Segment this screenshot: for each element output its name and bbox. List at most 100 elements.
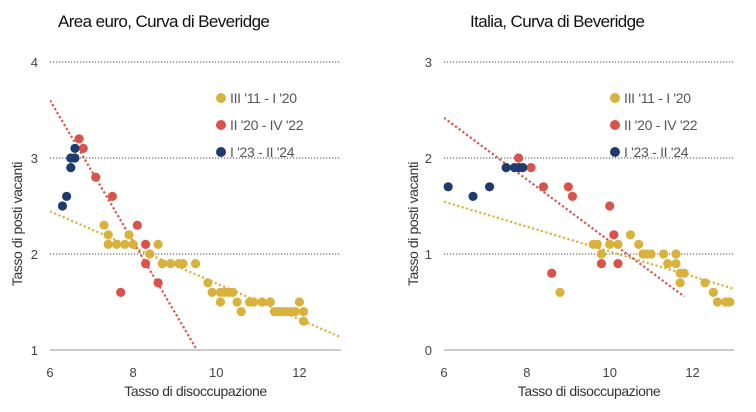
data-point-series-2 bbox=[513, 153, 524, 163]
data-point-series-1 bbox=[215, 297, 226, 307]
data-point-series-2 bbox=[153, 278, 163, 288]
data-point-series-1 bbox=[555, 287, 565, 297]
legend-marker-series-3 bbox=[610, 147, 620, 157]
data-point-series-1 bbox=[663, 259, 673, 269]
x-tick-label: 12 bbox=[292, 365, 306, 380]
data-point-series-1 bbox=[298, 307, 309, 317]
data-point-series-2 bbox=[74, 134, 84, 144]
y-axis-label: Tasso di posti vacanti bbox=[9, 162, 25, 287]
y-tick-label: 1 bbox=[31, 343, 38, 358]
y-tick-label: 0 bbox=[425, 343, 432, 358]
y-tick-label: 4 bbox=[31, 55, 38, 70]
data-point-series-2 bbox=[116, 287, 126, 297]
data-point-series-2 bbox=[107, 191, 117, 201]
data-point-series-3 bbox=[518, 163, 528, 173]
data-point-series-3 bbox=[70, 143, 80, 153]
x-tick-label: 10 bbox=[602, 365, 616, 380]
data-point-series-1 bbox=[625, 230, 636, 240]
data-point-series-1 bbox=[232, 297, 242, 307]
data-point-series-1 bbox=[128, 239, 138, 249]
data-point-series-1 bbox=[124, 230, 134, 240]
y-axis-label: Tasso di posti vacanti bbox=[405, 162, 421, 287]
data-point-series-3 bbox=[484, 182, 495, 192]
data-point-series-1 bbox=[103, 239, 113, 249]
legend-marker-series-3 bbox=[216, 147, 226, 157]
data-point-series-1 bbox=[99, 220, 109, 230]
x-tick-label: 6 bbox=[46, 365, 53, 380]
data-point-series-1 bbox=[671, 249, 681, 259]
data-point-series-1 bbox=[708, 287, 718, 297]
data-point-series-1 bbox=[203, 278, 213, 288]
data-point-series-1 bbox=[157, 259, 167, 269]
legend-marker-series-1 bbox=[610, 93, 620, 103]
data-point-series-1 bbox=[658, 249, 669, 259]
data-point-series-1 bbox=[190, 259, 201, 269]
data-point-series-1 bbox=[153, 239, 163, 249]
data-point-series-1 bbox=[257, 297, 267, 307]
legend-marker-series-2 bbox=[610, 120, 620, 130]
data-point-series-1 bbox=[725, 297, 735, 307]
data-point-series-2 bbox=[132, 220, 142, 230]
legend-label-series-1: III '11 - I '20 bbox=[230, 90, 297, 106]
chart-title: Area euro, Curva di Beveridge bbox=[58, 12, 269, 31]
legend-marker-series-2 bbox=[216, 120, 226, 130]
data-point-series-2 bbox=[526, 163, 536, 173]
data-point-series-2 bbox=[547, 268, 557, 278]
data-point-series-3 bbox=[501, 163, 511, 173]
data-point-series-1 bbox=[294, 297, 305, 307]
chart-title: Italia, Curva di Beveridge bbox=[470, 12, 644, 31]
data-point-series-1 bbox=[249, 297, 259, 307]
data-point-series-1 bbox=[671, 259, 681, 269]
data-point-series-3 bbox=[66, 163, 76, 173]
data-point-series-3 bbox=[443, 182, 453, 192]
y-tick-label: 1 bbox=[425, 247, 432, 262]
y-tick-label: 3 bbox=[425, 55, 432, 70]
data-point-series-2 bbox=[567, 191, 578, 201]
data-point-series-2 bbox=[613, 259, 623, 269]
legend-label-series-3: I '23 - II '24 bbox=[230, 144, 295, 160]
data-point-series-1 bbox=[178, 259, 188, 269]
data-point-series-3 bbox=[468, 191, 478, 201]
data-point-series-2 bbox=[141, 239, 151, 249]
data-point-series-1 bbox=[712, 297, 723, 307]
y-tick-label: 2 bbox=[425, 151, 432, 166]
data-point-series-1 bbox=[265, 297, 275, 307]
data-point-series-2 bbox=[78, 143, 88, 153]
trendline-series-2 bbox=[444, 116, 685, 298]
data-point-series-1 bbox=[298, 316, 309, 326]
data-point-series-1 bbox=[120, 239, 130, 249]
data-point-series-1 bbox=[165, 259, 176, 269]
data-point-series-1 bbox=[634, 239, 644, 249]
data-point-series-1 bbox=[592, 239, 602, 249]
data-point-series-1 bbox=[236, 307, 246, 317]
y-tick-label: 3 bbox=[31, 151, 38, 166]
legend-label-series-2: II '20 - IV '22 bbox=[624, 117, 698, 133]
data-point-series-3 bbox=[57, 201, 68, 211]
legend-label-series-1: III '11 - I '20 bbox=[624, 90, 691, 106]
data-point-series-1 bbox=[145, 249, 155, 259]
data-point-series-1 bbox=[596, 249, 607, 259]
data-point-series-2 bbox=[538, 182, 549, 192]
x-tick-label: 6 bbox=[440, 365, 447, 380]
x-tick-label: 10 bbox=[209, 365, 223, 380]
data-point-series-1 bbox=[675, 278, 685, 288]
data-point-series-1 bbox=[605, 239, 615, 249]
trendline-series-1 bbox=[50, 210, 341, 339]
legend-marker-series-1 bbox=[216, 93, 226, 103]
data-point-series-1 bbox=[613, 239, 623, 249]
data-point-series-1 bbox=[228, 287, 238, 297]
data-point-series-2 bbox=[605, 201, 615, 211]
data-point-series-3 bbox=[62, 191, 72, 201]
data-point-series-2 bbox=[91, 172, 101, 182]
data-point-series-1 bbox=[290, 307, 300, 317]
data-point-series-1 bbox=[103, 230, 113, 240]
data-point-series-2 bbox=[609, 230, 619, 240]
x-tick-label: 8 bbox=[130, 365, 137, 380]
x-tick-label: 8 bbox=[523, 365, 530, 380]
legend-label-series-2: II '20 - IV '22 bbox=[230, 117, 304, 133]
x-axis-label: Tasso di disoccupazione bbox=[124, 383, 267, 399]
legend-label-series-3: I '23 - II '24 bbox=[624, 144, 689, 160]
data-point-series-1 bbox=[646, 249, 656, 259]
